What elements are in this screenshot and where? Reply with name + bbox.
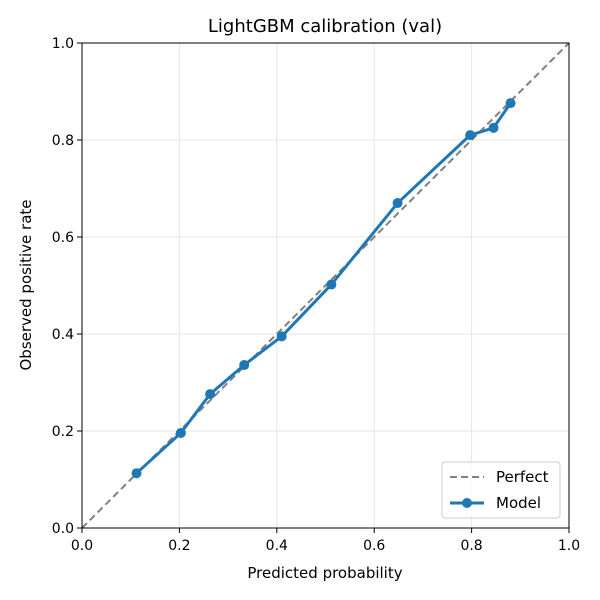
data-point [392,198,403,209]
legend: Perfect Model [441,461,561,519]
y-tick-label: 0.4 [52,327,74,343]
plot-frame [81,42,570,529]
data-point [488,122,499,133]
chart-title: LightGBM calibration (val) [208,16,442,37]
x-tick-label: 0.0 [71,538,93,554]
data-point [131,468,142,479]
x-tick-label: 0.4 [266,538,288,554]
y-tick-label: 0.6 [52,230,74,246]
data-point [239,360,250,371]
x-tick-label: 0.6 [363,538,385,554]
data-point [205,389,216,400]
x-tick-label: 0.8 [460,538,482,554]
data-point [326,279,337,290]
legend-marker [462,498,472,508]
y-axis-label: Observed positive rate [17,199,35,370]
data-point [175,427,186,438]
data-point [505,98,516,109]
y-tick-label: 0.8 [52,133,74,149]
x-axis-label: Predicted probability [247,564,402,582]
legend-label-model: Model [496,494,541,512]
y-tick-label: 0.0 [52,521,74,537]
grid [81,42,570,529]
series-line-model [135,102,512,475]
data-point [276,331,287,342]
y-tick-label: 1.0 [52,36,74,52]
y-tick-label: 0.2 [52,424,74,440]
legend-label-perfect: Perfect [496,468,549,486]
series-layer [81,42,570,529]
data-point [465,130,476,141]
x-tick-label: 0.2 [168,538,190,554]
ticks: 0.0 0.2 0.4 0.6 0.8 1.0 0.0 0.2 0.4 0.6 0.8 1.0 [52,36,580,554]
x-tick-label: 1.0 [558,538,580,554]
